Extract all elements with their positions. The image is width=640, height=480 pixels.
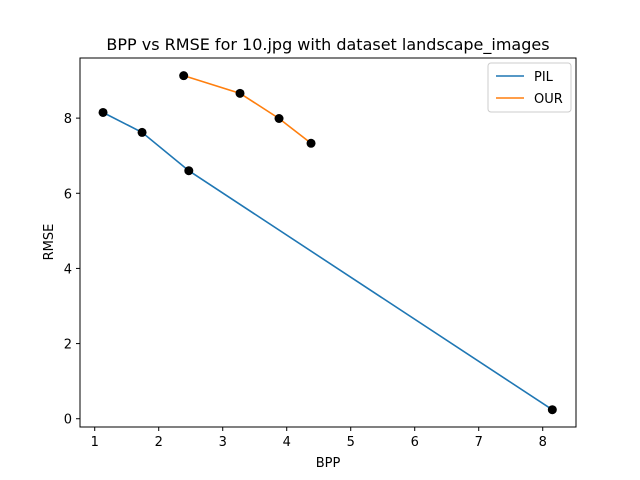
data-point-pil xyxy=(184,166,194,176)
legend: PIL OUR xyxy=(487,62,572,113)
data-point-our xyxy=(306,138,316,148)
data-point-pil xyxy=(547,405,557,415)
y-axis-label: RMSE xyxy=(42,224,57,261)
series-line-pil xyxy=(102,111,553,411)
y-tick-label: 2 xyxy=(64,338,72,353)
x-tick-label: 2 xyxy=(155,435,163,450)
y-tick-label: 6 xyxy=(64,187,72,202)
y-tick-label: 8 xyxy=(64,112,72,127)
y-tick-label: 0 xyxy=(64,413,72,428)
x-axis-label: BPP xyxy=(316,456,341,471)
x-tick-label: 3 xyxy=(219,435,227,450)
x-tick-label: 5 xyxy=(347,435,355,450)
data-point-pil xyxy=(98,107,108,117)
plot-area xyxy=(98,71,557,415)
series-line-our xyxy=(183,74,312,144)
legend-label-our: OUR xyxy=(534,92,563,107)
chart-title: BPP vs RMSE for 10.jpg with dataset land… xyxy=(106,35,549,55)
x-tick-label: 7 xyxy=(475,435,483,450)
x-tick-label: 8 xyxy=(539,435,547,450)
y-axis: 0 2 4 6 8 xyxy=(64,112,80,428)
data-point-our xyxy=(274,113,284,123)
legend-label-pil: PIL xyxy=(534,70,554,85)
x-tick-label: 1 xyxy=(91,435,99,450)
data-point-our xyxy=(235,88,245,98)
data-point-pil xyxy=(137,127,147,137)
data-point-our xyxy=(179,71,189,81)
x-axis: 1 2 3 4 5 6 7 8 xyxy=(91,427,547,450)
axes-frame xyxy=(79,57,577,428)
y-tick-label: 4 xyxy=(64,262,72,277)
x-tick-label: 4 xyxy=(283,435,291,450)
x-tick-label: 6 xyxy=(411,435,419,450)
